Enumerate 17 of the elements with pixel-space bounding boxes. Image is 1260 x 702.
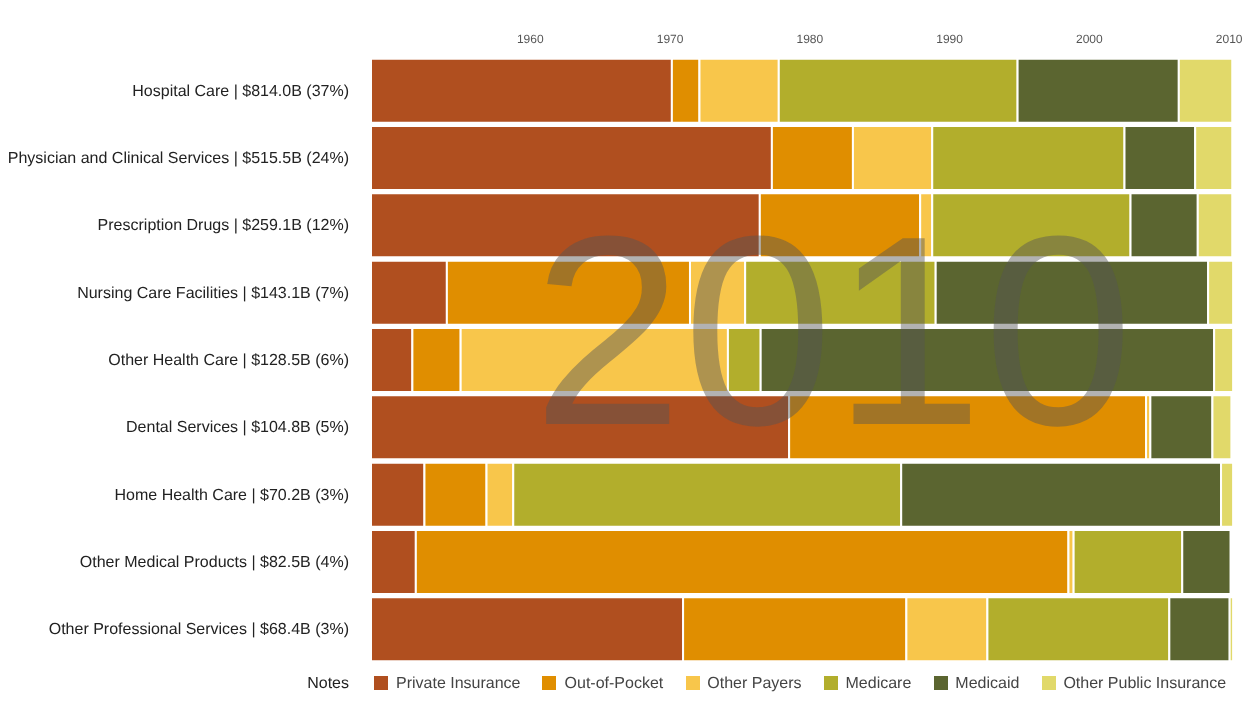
legend-label: Other Payers [707, 672, 802, 692]
y-tick-label: Dental Services | $104.8B (5%) [126, 418, 350, 437]
legend-label: Other Public Insurance [1063, 672, 1227, 692]
legend-label: Medicare [845, 672, 912, 692]
y-tick-label: Physician and Clinical Services | $515.5B (24%) [7, 149, 350, 167]
y-tick-label: Hospital Care | $814.0B (37%) [132, 81, 350, 100]
y-tick-label: Other Professional Services | $68.4B (3%) [48, 620, 350, 639]
legend-label: Private Insurance [396, 672, 521, 692]
y-tick-label: Home Health Care | $70.2B (3%) [114, 485, 350, 504]
y-tick-label: Other Medical Products | $82.5B (4%) [79, 553, 350, 571]
legend-label: Out-of-Pocket [564, 672, 664, 692]
legend-label: Medicaid [955, 672, 1020, 692]
text: Notes [307, 674, 350, 692]
y-tick-label: Other Health Care | $128.5B (6%) [108, 351, 350, 369]
y-tick-label: Nursing Care Facilities | $143.1B (7%) [77, 283, 350, 302]
annotation: 2010 [532, 180, 1134, 482]
y-tick-label: Prescription Drugs | $259.1B (12%) [97, 216, 350, 235]
